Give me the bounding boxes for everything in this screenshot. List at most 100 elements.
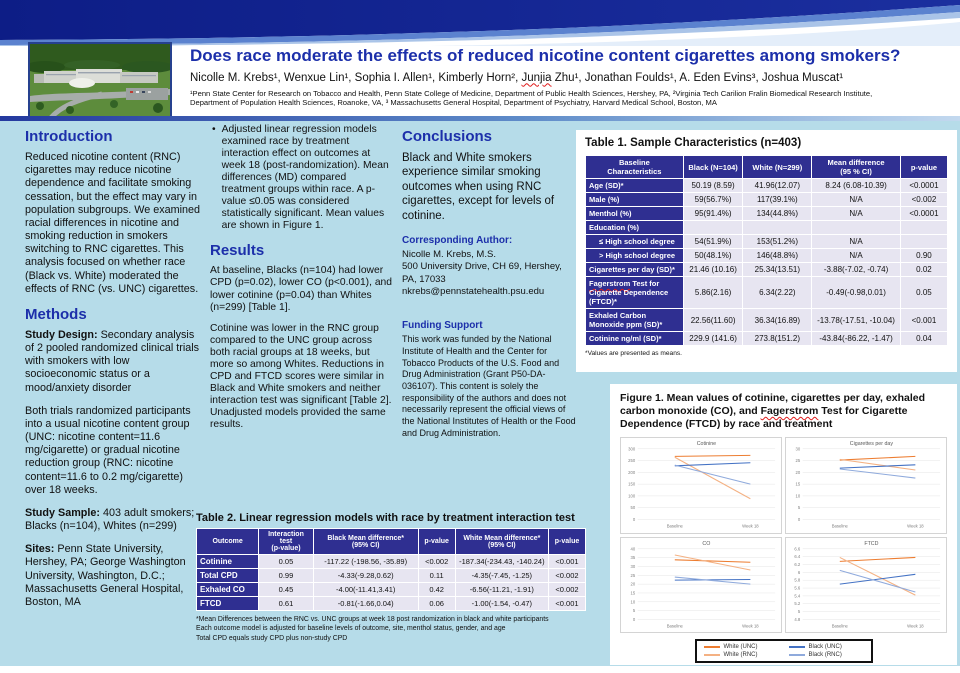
row-label: Menthol (%) [585, 206, 684, 221]
campus-photo [28, 42, 172, 121]
table-cell: N/A [811, 206, 901, 221]
column-header: White (N=299) [742, 155, 813, 179]
table2-block: Table 2. Linear regression models with r… [195, 512, 586, 643]
legend-item: White (UNC) [703, 643, 779, 650]
row-label: Cotinine ng/ml (SD)* [585, 331, 684, 346]
table-cell: -187.34(-234.43, -140.24) [454, 554, 550, 569]
column-header: p-value [899, 155, 949, 179]
table-row: Cigarettes per day (SD)* 21.46 (10.16) 25.… [585, 262, 949, 277]
table-row: Cotinine 0.05 -117.22 (-198.56, -35.89) <0.… [195, 554, 586, 569]
svg-text:4.8: 4.8 [794, 617, 801, 622]
study-sample-label: Study Sample: [25, 506, 100, 519]
svg-text:Cotinine: Cotinine [697, 441, 716, 447]
affiliation-line-2: Department of Population Health Sciences… [190, 98, 717, 108]
conclusions-heading: Conclusions [402, 128, 493, 145]
table-cell: 5.86(2.16) [682, 276, 744, 309]
table-row: Exhaled Carbon Monoxide ppm (SD)* 22.56(1… [585, 308, 949, 332]
column-conclusions: Conclusions Black and White smokers expe… [402, 124, 578, 439]
table-cell [742, 220, 813, 235]
figure1-legend: White (UNC) Black (UNC) White (RNC) Black (… [694, 638, 873, 663]
svg-text:Baseline: Baseline [832, 623, 849, 628]
table-cell: <0.002 [548, 568, 586, 583]
svg-text:50: 50 [631, 506, 636, 511]
table-cell: <0.001 [548, 596, 586, 611]
title-block: Does race moderate the effects of reduce… [190, 46, 952, 108]
svg-text:6: 6 [798, 569, 801, 574]
study-design-text: Secondary analysis of 2 pooled randomize… [25, 328, 200, 394]
row-label: FTCD [195, 596, 260, 611]
table-cell: <0.0001 [899, 178, 949, 193]
svg-text:FTCD: FTCD [864, 540, 878, 546]
column-header: Interaction test (p-value) [258, 528, 314, 555]
row-label: ≤ High school degree [585, 234, 684, 249]
table1: Baseline Characteristics Black (N=104) Whi… [585, 155, 949, 346]
table-cell: 0.05 [258, 554, 314, 569]
svg-text:10: 10 [796, 494, 801, 499]
table2: Outcome Interaction test (p-value) Black M… [195, 528, 586, 611]
legend-line-swatch [788, 645, 805, 648]
header: Does race moderate the effects of reduce… [0, 0, 960, 121]
legend-label: White (UNC) [723, 643, 758, 650]
table-cell: 273.8(151.2) [742, 331, 813, 346]
table-cell: 0.99 [258, 568, 314, 583]
row-label: Education (%) [585, 220, 684, 235]
table-row: ≤ High school degree 54(51.9%) 153(51.2%) N… [585, 234, 949, 249]
svg-text:Week 18: Week 18 [907, 623, 924, 628]
row-label: Cigarettes per day (SD)* [585, 262, 684, 277]
sites-label: Sites: [25, 543, 55, 556]
authors-part: Nicolle M. Krebs¹, Wenxue Lin¹, Sophia I… [190, 71, 522, 84]
row-label: Cotinine [195, 554, 260, 569]
column-header: Outcome [195, 528, 260, 555]
svg-text:0: 0 [798, 517, 801, 522]
table-row: FTCD 0.61 -0.81(-1.66,0.04) 0.06 -1.00(-1.54… [195, 596, 586, 611]
table-cell: -6.56(-11.21, -1.91) [454, 582, 550, 597]
svg-text:6.6: 6.6 [794, 546, 801, 551]
row-label: Fagerstrom Test for Cigarette Dependence… [585, 276, 684, 309]
table-cell: 0.04 [899, 331, 949, 346]
row-label: Exhaled CO [195, 582, 260, 597]
corresponding-author-name: Nicolle M. Krebs, M.S. [402, 248, 496, 260]
row-label: Male (%) [585, 192, 684, 207]
chart-svg: 0 5 10 15 20 25 30 Cigarettes per day Baseline We… [796, 441, 941, 529]
svg-text:0: 0 [633, 617, 636, 622]
header-divider-bar [0, 116, 960, 121]
table-row: Exhaled CO 0.45 -4.00(-11.41,3.41) 0.42 -6.5… [195, 582, 586, 597]
corresponding-author-address: 500 University Drive, CH 69, Hershey, PA… [402, 261, 562, 285]
svg-text:Baseline: Baseline [667, 623, 684, 628]
results-paragraph-1: At baseline, Blacks (n=104) had lower CP… [210, 265, 393, 313]
chart-svg: 4.8 5 5.2 5.4 5.6 5.8 6 6.2 6.4 6.6 FTCD Baseline We… [794, 540, 941, 628]
table-cell: 0.02 [899, 262, 949, 277]
chart-svg: 0 5 10 15 20 25 30 35 40 CO Baseline Week 18 [631, 540, 776, 628]
table-cell: 117(39.1%) [742, 192, 813, 207]
svg-text:5: 5 [633, 608, 636, 613]
svg-text:30: 30 [631, 564, 636, 569]
table2-footnote-2: Each outcome model is adjusted for basel… [196, 625, 506, 633]
svg-text:Baseline: Baseline [667, 524, 684, 529]
svg-text:5: 5 [798, 609, 801, 614]
conclusions-body: Black and White smokers experience simil… [402, 152, 555, 222]
svg-text:10: 10 [631, 599, 636, 604]
page-title: Does race moderate the effects of reduce… [190, 46, 901, 65]
table-cell: -13.78(-17.51, -10.04) [811, 308, 901, 332]
table-cell: 229.9 (141.6) [682, 331, 744, 346]
table-cell: 0.45 [258, 582, 314, 597]
table-cell [811, 220, 901, 235]
legend-label: White (RNC) [723, 651, 758, 658]
table-cell: -1.00(-1.54, -0.47) [454, 596, 550, 611]
table-row: Total CPD 0.99 -4.33(-9.28,0.62) 0.11 -4.35(… [195, 568, 586, 583]
table-cell: 50(48.1%) [682, 248, 744, 263]
table-header-row: Outcome Interaction test (p-value) Black M… [195, 528, 586, 555]
svg-text:15: 15 [796, 482, 801, 487]
svg-text:25: 25 [796, 458, 801, 463]
study-sample-text: 403 adult smokers; Blacks (n=104), White… [25, 506, 195, 533]
methods-randomization: Both trials randomized participants into… [25, 404, 191, 496]
table-cell: <0.001 [548, 554, 586, 569]
table-cell: N/A [811, 192, 901, 207]
chart-cigarettes-per-day: 0 5 10 15 20 25 30 Cigarettes per day Baseline We… [785, 437, 947, 534]
table-cell: -117.22 (-198.56, -35.89) [312, 554, 419, 569]
corresponding-author-heading: Corresponding Author: [402, 234, 513, 246]
column-analysis-results: • Adjusted linear regression models exam… [210, 124, 392, 440]
svg-text:25: 25 [631, 572, 636, 577]
svg-text:Week 18: Week 18 [907, 524, 924, 529]
